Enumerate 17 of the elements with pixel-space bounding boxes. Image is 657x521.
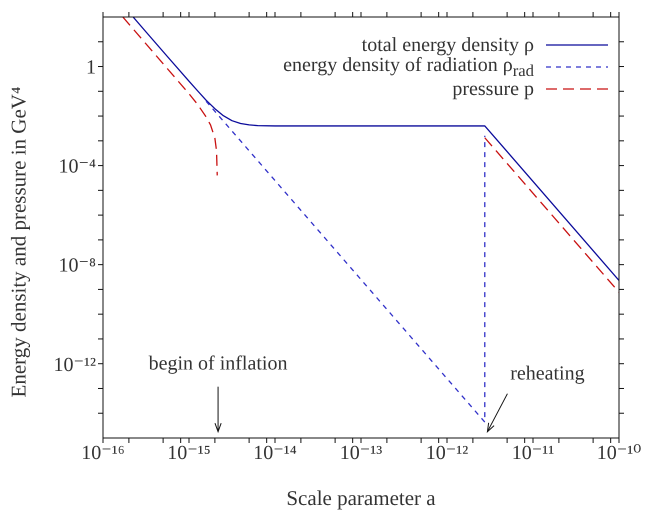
x-tick-label: 10⁻¹⁴ [253, 442, 297, 464]
y-tick-label: 10⁻¹² [53, 354, 96, 376]
y-tick-label: 10⁻⁸ [58, 254, 96, 277]
legend-label: total energy density ρ [362, 34, 534, 56]
x-axis-title: Scale parameter a [286, 486, 436, 510]
x-tick-label: 10⁻¹⁵ [167, 442, 211, 464]
x-tick-label: 10⁻¹⁶ [81, 442, 125, 464]
y-tick-label: 10⁻⁴ [58, 156, 96, 178]
y-axis-title: Energy density and pressure in GeV⁴ [6, 86, 30, 398]
x-tick-label: 10⁻¹² [426, 442, 468, 464]
x-tick-label: 10⁻¹³ [340, 442, 382, 464]
x-tick-label: 10⁻¹⁰ [596, 442, 642, 464]
annotation: begin of inflation [148, 352, 288, 375]
x-tick-label: 10⁻¹¹ [512, 442, 554, 464]
legend-label: pressure p [452, 78, 534, 100]
y-tick-label: 1 [86, 56, 96, 79]
annotation: reheating [510, 362, 585, 385]
